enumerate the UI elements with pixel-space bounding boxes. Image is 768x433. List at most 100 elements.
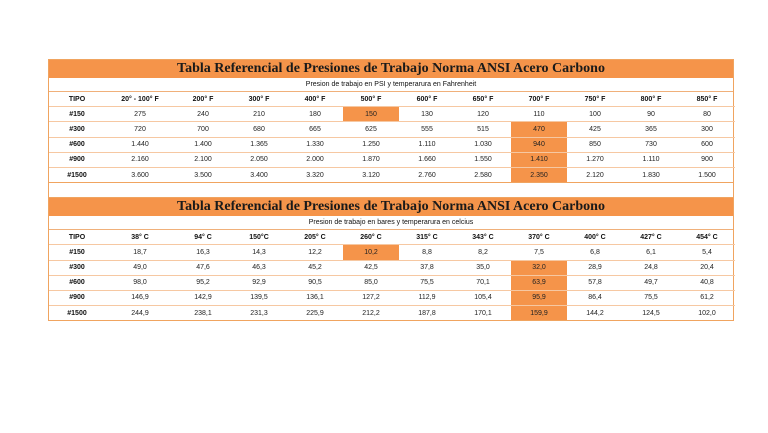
column-header-temperature: 38° C <box>105 230 175 246</box>
pressure-cell: 102,0 <box>698 309 716 317</box>
column-header-tipo: TIPO <box>49 92 105 108</box>
row-label-tipo: #1500 <box>67 309 87 317</box>
row-label-tipo: #150 <box>49 244 105 261</box>
column-header-temperature: 700° F <box>511 92 567 108</box>
pressure-grid: TIPO 20° - 100° F 200° F 300° F 400° F 500° F… <box>49 92 735 183</box>
column-header-temperature: 500° F <box>343 92 399 108</box>
table-celsius: Tabla Referencial de Presiones de Trabaj… <box>48 197 735 322</box>
pressure-cell: 238,1 <box>194 309 212 317</box>
column-header-temperature: 850° F <box>679 92 735 108</box>
pressure-cell: 45,2 <box>287 260 343 276</box>
pressure-cell: 18,7 <box>105 244 175 261</box>
column-header-tipo: TIPO <box>49 230 105 246</box>
table-subtitle: Presion de trabajo en bares y temperarur… <box>49 216 733 231</box>
table-row: #600 98,0 95,2 92,9 90,5 85,0 75,5 70,1 63,9 57,8… <box>49 275 735 291</box>
pressure-cell: 14,3 <box>231 244 287 261</box>
pressure-cell: 1.660 <box>399 152 455 168</box>
pressure-cell: 1.550 <box>455 152 511 168</box>
column-header-temperature: 370° C <box>511 230 567 246</box>
pressure-cell: 7,5 <box>511 244 567 261</box>
pressure-cell: 1.400 <box>175 137 231 153</box>
pressure-cell: 3.120 <box>362 171 380 179</box>
pressure-cell: 49,0 <box>105 260 175 276</box>
pressure-cell: 1.110 <box>623 152 679 168</box>
pressure-cell: 1.830 <box>642 171 660 179</box>
pressure-cell: 47,6 <box>175 260 231 276</box>
pressure-cell: 170,1 <box>474 309 492 317</box>
pressure-cell: 144,2 <box>586 309 604 317</box>
pressure-cell: 112,9 <box>399 290 455 307</box>
pressure-cell: 2.050 <box>231 152 287 168</box>
pressure-cell: 680 <box>231 121 287 138</box>
table-row: #900 2.160 2.100 2.050 2.000 1.870 1.660 1.550 1… <box>49 152 735 168</box>
column-header-temperature: 454° C <box>679 230 735 246</box>
pressure-cell: 187,8 <box>418 309 436 317</box>
pressure-cell: 300 <box>679 121 735 138</box>
pressure-cell: 1.440 <box>105 137 175 153</box>
pressure-cell: 46,3 <box>231 260 287 276</box>
pressure-cell: 275 <box>105 106 175 123</box>
pressure-cell: 20,4 <box>679 260 735 276</box>
column-header-temperature: 600° F <box>399 92 455 108</box>
column-header-temperature: 300° F <box>231 92 287 108</box>
header-row: TIPO 20° - 100° F 200° F 300° F 400° F 500° F… <box>49 92 735 108</box>
column-header-temperature: 400° F <box>287 92 343 108</box>
pressure-cell: 900 <box>679 152 735 168</box>
highlighted-pressure-cell: 150 <box>343 106 399 123</box>
highlighted-pressure-cell: 470 <box>511 121 567 138</box>
row-label-tipo: #900 <box>49 152 105 168</box>
pressure-cell: 720 <box>105 121 175 138</box>
pressure-cell: 8,2 <box>455 244 511 261</box>
highlighted-pressure-cell: 63,9 <box>511 275 567 291</box>
column-header-temperature: 315° C <box>399 230 455 246</box>
pressure-cell: 225,9 <box>306 309 324 317</box>
pressure-cell: 5,4 <box>679 244 735 261</box>
pressure-cell: 142,9 <box>175 290 231 307</box>
pressure-cell: 86,4 <box>567 290 623 307</box>
column-header-temperature: 260° C <box>343 230 399 246</box>
pressure-cell: 130 <box>399 106 455 123</box>
row-label-tipo: #900 <box>49 290 105 307</box>
pressure-cell: 2.580 <box>474 171 492 179</box>
pressure-cell: 2.160 <box>105 152 175 168</box>
pressure-cell: 700 <box>175 121 231 138</box>
highlighted-pressure-cell: 2.350 <box>511 167 567 183</box>
pressure-cell: 425 <box>567 121 623 138</box>
pressure-cell: 105,4 <box>455 290 511 307</box>
pressure-cell: 90,5 <box>287 275 343 291</box>
table-row: #600 1.440 1.400 1.365 1.330 1.250 1.110 1.030 9… <box>49 137 735 153</box>
pressure-cell: 40,8 <box>679 275 735 291</box>
table-row: #1500 3.600 3.500 3.400 3.320 3.120 2.760 2.580… <box>49 167 735 183</box>
pressure-cell: 37,8 <box>399 260 455 276</box>
pressure-cell: 75,5 <box>623 290 679 307</box>
highlighted-pressure-cell: 10,2 <box>343 244 399 261</box>
pressure-cell: 665 <box>287 121 343 138</box>
row-label-tipo: #600 <box>49 275 105 291</box>
pressure-cell: 1.110 <box>399 137 455 153</box>
column-header-temperature: 20° - 100° F <box>105 92 175 108</box>
pressure-cell: 35,0 <box>455 260 511 276</box>
pressure-cell: 70,1 <box>455 275 511 291</box>
pressure-cell: 16,3 <box>175 244 231 261</box>
pressure-cell: 180 <box>287 106 343 123</box>
pressure-cell: 1.030 <box>455 137 511 153</box>
pressure-cell: 28,9 <box>567 260 623 276</box>
column-header-temperature: 94° C <box>175 230 231 246</box>
pressure-cell: 146,9 <box>105 290 175 307</box>
pressure-cell: 1.500 <box>698 171 716 179</box>
column-header-temperature: 150°C <box>231 230 287 246</box>
header-row: TIPO 38° C 94° C 150°C 205° C 260° C 315° C 343… <box>49 230 735 246</box>
highlighted-pressure-cell: 940 <box>511 137 567 153</box>
pressure-cell: 3.600 <box>131 171 149 179</box>
row-label-tipo: #150 <box>49 106 105 123</box>
pressure-cell: 515 <box>455 121 511 138</box>
pressure-cell: 57,8 <box>567 275 623 291</box>
pressure-cell: 90 <box>623 106 679 123</box>
pressure-cell: 127,2 <box>343 290 399 307</box>
pressure-cell: 850 <box>567 137 623 153</box>
pressure-cell: 49,7 <box>623 275 679 291</box>
row-label-tipo: #300 <box>49 260 105 276</box>
table-row: #300 720 700 680 665 625 555 515 470 425 365 300 <box>49 121 735 138</box>
pressure-cell: 2.000 <box>287 152 343 168</box>
table-spacer <box>48 183 734 198</box>
